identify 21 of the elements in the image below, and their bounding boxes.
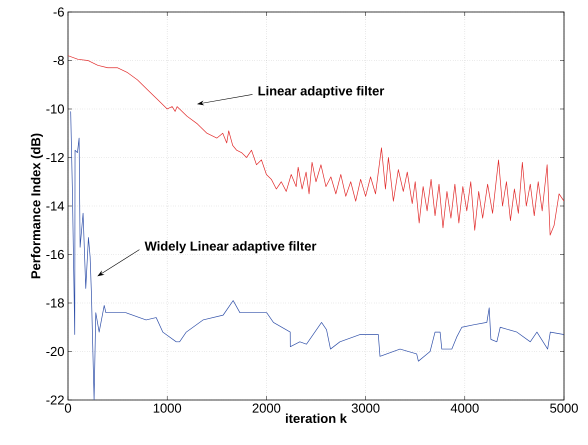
y-tick-label: -18: [46, 298, 64, 308]
line-series: [68, 55, 564, 236]
annotation: Linear adaptive filter: [258, 86, 384, 98]
x-axis-title: iteration k: [286, 414, 347, 424]
y-tick-label: -8: [54, 56, 64, 66]
annotation: Widely Linear adaptive filter: [144, 241, 316, 254]
x-tick-label: 5000: [550, 404, 578, 413]
y-tick-label: -22: [46, 395, 64, 405]
x-tick-label: 0: [64, 404, 72, 413]
y-tick-label: -20: [46, 346, 64, 356]
y-tick-label: -14: [46, 202, 64, 210]
y-axis-title: Performance Index (dB): [30, 134, 43, 278]
x-tick-label: 2000: [252, 404, 280, 413]
y-tick-label: -16: [46, 250, 64, 260]
y-tick-label: -12: [46, 152, 64, 162]
x-tick-label: 1000: [154, 404, 182, 413]
y-tick-label: -10: [46, 104, 64, 114]
x-tick-label: 4000: [450, 404, 479, 413]
y-tick-label: -6: [54, 7, 64, 17]
x-tick-label: 3000: [352, 404, 380, 413]
line-series: [70, 111, 564, 400]
